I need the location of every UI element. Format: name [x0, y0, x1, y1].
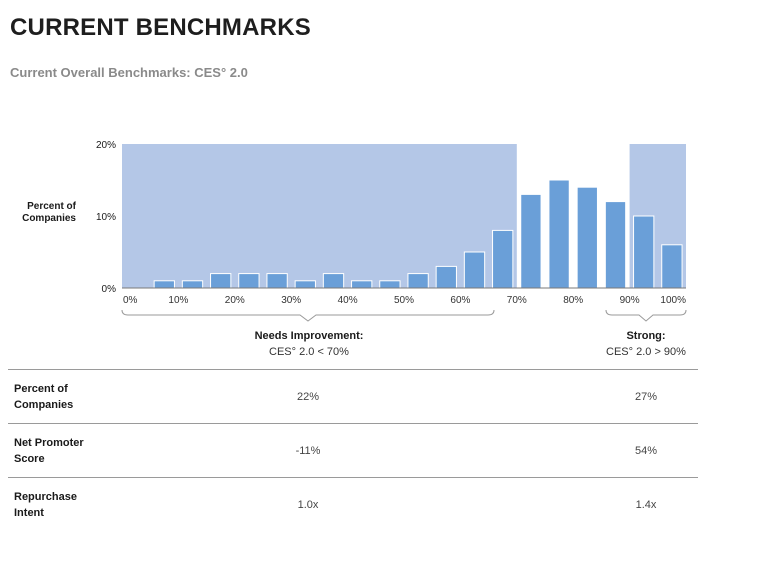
table-divider — [8, 369, 698, 370]
x-tick-label: 90% — [620, 295, 640, 306]
highlight-bands — [122, 144, 686, 288]
needs-improvement-rule: CES° 2.0 < 70% — [269, 346, 349, 358]
x-tick-label: 100% — [660, 295, 686, 306]
strong-label: Strong: CES° 2.0 > 90% — [586, 328, 706, 360]
table-divider — [8, 477, 698, 478]
y-ticks: 0% 10% 20% — [96, 140, 116, 295]
chart-subtitle: Current Overall Benchmarks: CES° 2.0 — [10, 65, 248, 80]
bar — [576, 186, 598, 289]
bar — [604, 201, 627, 289]
bar — [238, 273, 260, 289]
x-tick-label: 50% — [394, 295, 414, 306]
x-ticks: 0% 10% 20% 30% 40% 50% 60% 70% 80% 90% 100% — [123, 295, 686, 306]
row-label-percent-companies: Percent of Companies — [14, 383, 74, 411]
y-tick-label: 10% — [96, 212, 116, 223]
x-tick-label: 0% — [123, 295, 138, 306]
x-tick-label: 40% — [338, 295, 358, 306]
x-tick-label: 60% — [450, 295, 470, 306]
strong-name: Strong: — [626, 330, 666, 342]
bar — [520, 193, 542, 289]
bar — [661, 244, 683, 289]
x-tick-label: 80% — [563, 295, 583, 306]
needs-improvement-bracket — [121, 309, 495, 322]
y-axis-label: Percent of Companies — [22, 201, 76, 224]
strong-rule: CES° 2.0 > 90% — [606, 346, 686, 358]
bar — [492, 229, 514, 289]
cell-needs-nps: -11% — [295, 445, 321, 457]
needs-improvement-name: Needs Improvement: — [254, 330, 364, 342]
x-tick-label: 70% — [507, 295, 527, 306]
bar — [463, 251, 486, 289]
row-label-repurchase: Repurchase Intent — [14, 491, 77, 519]
cell-strong-repurchase: 1.4x — [635, 499, 657, 511]
x-tick-label: 10% — [168, 295, 188, 306]
row-label-nps: Net Promoter Score — [14, 437, 84, 465]
cell-strong-nps: 54% — [634, 445, 658, 457]
bar — [153, 280, 175, 289]
x-tick-label: 20% — [225, 295, 245, 306]
strong-bracket — [605, 309, 687, 322]
x-tick-label: 30% — [281, 295, 301, 306]
y-tick-label: 20% — [96, 140, 116, 151]
needs-improvement-label: Needs Improvement: CES° 2.0 < 70% — [218, 328, 400, 360]
bar — [181, 280, 204, 289]
bar — [294, 280, 316, 289]
y-tick-label: 0% — [102, 284, 117, 295]
bar — [322, 273, 345, 289]
cell-needs-percent: 22% — [296, 391, 320, 403]
page-title: CURRENT BENCHMARKS — [10, 14, 311, 41]
bar — [633, 215, 655, 289]
bar — [210, 273, 232, 289]
benchmark-histogram: 0% 10% 20% 0% 10% 20% 30% 40% 50% 60% 70% 80% 90% 10… — [96, 140, 687, 322]
bar — [351, 280, 373, 289]
bar — [548, 179, 570, 289]
highlight-band-0 — [122, 144, 517, 288]
cell-strong-percent: 27% — [634, 391, 658, 403]
bar — [379, 280, 401, 289]
cell-needs-repurchase: 1.0x — [297, 499, 319, 511]
bar — [435, 265, 457, 289]
table-divider — [8, 423, 698, 424]
bar — [266, 273, 288, 289]
bar — [407, 273, 429, 289]
